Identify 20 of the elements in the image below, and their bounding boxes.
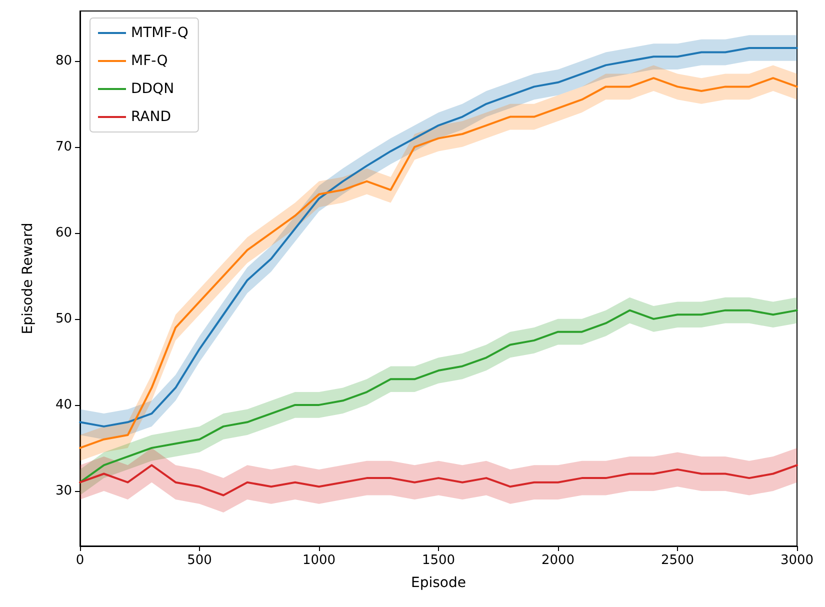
y-tick-label: 60 [55, 225, 72, 240]
y-axis-title: Episode Reward [20, 222, 36, 334]
x-tick-label: 2000 [541, 553, 575, 568]
legend-label: MF-Q [131, 53, 168, 69]
y-tick-label: 50 [55, 311, 72, 326]
y-tick-label: 30 [55, 483, 72, 498]
legend-label: DDQN [131, 81, 174, 97]
x-tick-label: 2500 [660, 553, 694, 568]
line-series [79, 464, 798, 496]
y-tick-label: 40 [55, 397, 72, 412]
y-tick-label: 70 [55, 139, 72, 154]
x-axis-title: Episode [411, 575, 466, 591]
legend-label: RAND [131, 109, 171, 125]
x-tick-label: 3000 [780, 553, 814, 568]
x-tick-label: 500 [187, 553, 212, 568]
x-tick-label: 1000 [302, 553, 336, 568]
x-tick-label: 0 [76, 553, 84, 568]
legend-label: MTMF-Q [131, 25, 188, 41]
x-tick-label: 1500 [422, 553, 456, 568]
y-tick-label: 80 [55, 53, 72, 68]
